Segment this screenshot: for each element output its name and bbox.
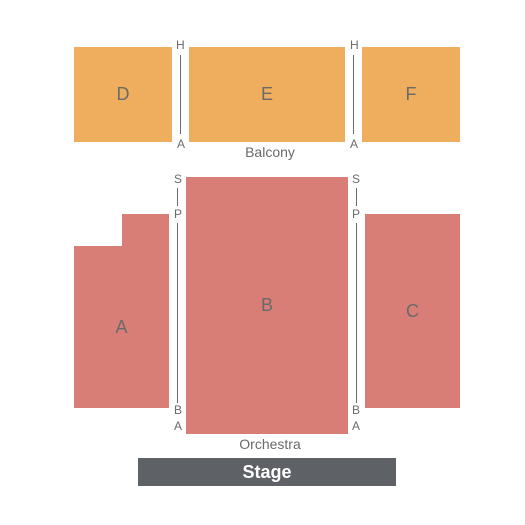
row-label-balcony-a-right: A bbox=[350, 137, 358, 151]
row-label-orch-s-right: S bbox=[352, 172, 360, 186]
row-label-balcony-h-right: H bbox=[350, 38, 359, 52]
balcony-section-d[interactable]: D bbox=[74, 47, 172, 142]
balcony-label: Balcony bbox=[240, 144, 300, 160]
orchestra-left-upper[interactable] bbox=[122, 214, 169, 246]
row-label-orch-b-left: B bbox=[174, 403, 182, 417]
row-tick bbox=[353, 55, 354, 134]
row-label-orch-p-left: P bbox=[174, 207, 182, 221]
row-label-orch-a-left: A bbox=[174, 419, 182, 433]
orchestra-section-b[interactable]: B bbox=[186, 177, 348, 434]
row-label-orch-a-right: A bbox=[352, 419, 360, 433]
seating-chart: D E F H A H A Balcony B A C S P B A S P … bbox=[0, 0, 525, 525]
row-label-orch-s-left: S bbox=[174, 172, 182, 186]
row-label-orch-p-right: P bbox=[352, 207, 360, 221]
section-label: F bbox=[406, 84, 417, 105]
section-label: A bbox=[115, 317, 127, 338]
section-label: D bbox=[117, 84, 130, 105]
row-tick bbox=[356, 188, 357, 206]
balcony-section-f[interactable]: F bbox=[362, 47, 460, 142]
row-tick bbox=[177, 188, 178, 206]
row-label-balcony-h-left: H bbox=[176, 38, 185, 52]
orchestra-label: Orchestra bbox=[235, 436, 305, 452]
row-label-orch-b-right: B bbox=[352, 403, 360, 417]
balcony-section-e[interactable]: E bbox=[189, 47, 345, 142]
row-tick bbox=[356, 223, 357, 403]
stage: Stage bbox=[138, 458, 396, 486]
section-label: C bbox=[406, 301, 419, 322]
row-label-balcony-a-left: A bbox=[177, 137, 185, 151]
section-label: E bbox=[261, 84, 273, 105]
row-tick bbox=[180, 55, 181, 134]
section-label: B bbox=[261, 295, 273, 316]
orchestra-section-c[interactable]: C bbox=[365, 214, 460, 408]
orchestra-section-a[interactable]: A bbox=[74, 246, 169, 408]
stage-label: Stage bbox=[242, 462, 291, 483]
row-tick bbox=[177, 223, 178, 403]
